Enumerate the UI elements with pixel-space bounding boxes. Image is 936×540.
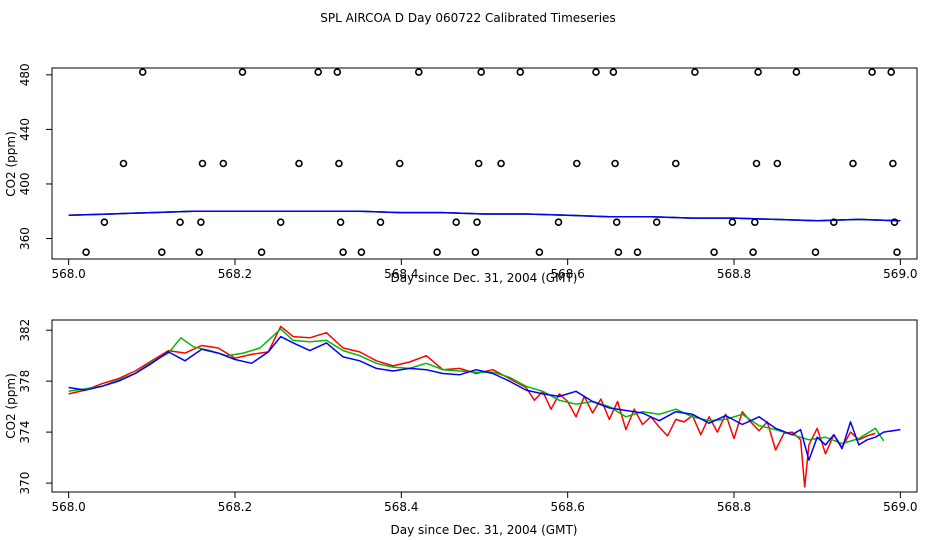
top-y-axis-title: CO2 (ppm) xyxy=(4,131,18,197)
top-scatter-point xyxy=(82,248,90,256)
top-scatter-point xyxy=(749,248,757,256)
top-scatter-point xyxy=(752,159,761,168)
top-scatter-point xyxy=(335,159,343,168)
top-scatter-point xyxy=(516,68,525,76)
top-scatter-point xyxy=(176,218,184,226)
top-scatter-point xyxy=(100,218,109,226)
top-scatter-point xyxy=(887,68,896,76)
bottom-y-tick-label: 374 xyxy=(18,421,32,444)
top-scatter-point xyxy=(158,248,166,256)
top-scatter-point xyxy=(609,68,618,76)
top-scatter-point xyxy=(671,159,680,168)
top-scatter-point xyxy=(257,248,266,256)
top-scatter-point xyxy=(554,218,563,226)
top-scatter-point xyxy=(728,218,737,226)
top-y-tick-label: 480 xyxy=(18,63,32,86)
top-scatter-point xyxy=(471,248,480,256)
top-scatter-point xyxy=(773,159,782,168)
bottom-x-tick-label: 568.2 xyxy=(218,500,252,514)
top-scatter-point xyxy=(336,218,345,226)
top-x-tick-label: 569.0 xyxy=(883,267,917,281)
top-scatter-point xyxy=(868,68,876,76)
top-scatter-point xyxy=(592,68,600,76)
bottom-x-tick-label: 569.0 xyxy=(883,500,917,514)
top-y-tick-label: 440 xyxy=(18,118,32,141)
top-scatter-point xyxy=(433,248,441,256)
bottom-series-red xyxy=(68,325,876,488)
top-x-tick-label: 568.8 xyxy=(717,267,751,281)
top-scatter-point xyxy=(710,248,718,256)
top-scatter-point xyxy=(198,159,207,168)
top-x-tick-label: 568.6 xyxy=(550,267,584,281)
top-scatter-point xyxy=(792,68,801,76)
top-x-tick-label: 568.4 xyxy=(384,267,418,281)
top-scatter-point xyxy=(333,68,342,76)
top-scatter-point xyxy=(197,218,205,226)
top-scatter-point xyxy=(138,68,147,76)
top-scatter-point xyxy=(276,218,285,226)
top-scatter-point xyxy=(477,68,486,76)
top-scatter-point xyxy=(395,159,404,168)
top-scatter-point xyxy=(357,248,366,256)
top-scatter-point xyxy=(295,159,303,168)
bottom-y-tick-label: 382 xyxy=(18,319,32,342)
top-scatter-point xyxy=(849,159,857,168)
bottom-panel-frame xyxy=(51,319,918,493)
bottom-y-axis-title: CO2 (ppm) xyxy=(4,373,18,439)
top-scatter-point xyxy=(893,248,901,256)
top-series-blue xyxy=(68,210,901,222)
bottom-x-tick-label: 568.0 xyxy=(51,500,85,514)
top-x-axis-title: Day since Dec. 31, 2004 (GMT) xyxy=(391,271,578,285)
top-scatter-point xyxy=(890,218,899,226)
bottom-x-tick-label: 568.6 xyxy=(550,500,584,514)
bottom-y-tick-label: 370 xyxy=(18,472,32,495)
top-x-tick-label: 568.2 xyxy=(218,267,252,281)
top-scatter-point xyxy=(474,159,483,168)
top-y-tick-label: 400 xyxy=(18,173,32,196)
top-scatter-point xyxy=(238,68,247,76)
top-scatter-point xyxy=(633,248,642,256)
top-scatter-point xyxy=(614,248,623,256)
bottom-marks: 568.0 568.2 568.4 568.6 568.8 569.0 370 374 378 3… xyxy=(18,319,918,514)
top-x-tick-label: 568.0 xyxy=(51,267,85,281)
bottom-x-tick-label: 568.8 xyxy=(717,500,751,514)
top-scatter-point xyxy=(314,68,323,76)
top-scatter-point xyxy=(473,218,481,226)
top-scatter-point xyxy=(611,159,619,168)
top-marks: 568.0 568.2 568.4 568.6 568.8 569.0 360 400 440 4… xyxy=(18,63,918,281)
top-scatter-point xyxy=(572,159,581,168)
bottom-series-blue xyxy=(68,335,901,461)
top-scatter-point xyxy=(119,159,128,168)
bottom-series-green xyxy=(68,328,885,445)
top-panel-frame xyxy=(51,67,918,260)
top-scatter-point xyxy=(219,159,228,168)
bottom-x-tick-label: 568.4 xyxy=(384,500,418,514)
top-scatter-point xyxy=(750,218,759,226)
top-scatter-point xyxy=(339,248,347,256)
top-scatter-point xyxy=(754,68,762,76)
top-y-tick-label: 360 xyxy=(18,227,32,250)
bottom-x-axis-title: Day since Dec. 31, 2004 (GMT) xyxy=(391,523,578,537)
chart-title: SPL AIRCOA D Day 060722 Calibrated Times… xyxy=(320,11,615,25)
top-scatter-point xyxy=(376,218,385,226)
top-scatter-point xyxy=(535,248,544,256)
top-scatter-point xyxy=(414,68,423,76)
top-scatter-point xyxy=(829,218,838,226)
bottom-panel-line: Day since Dec. 31, 2004 (GMT) CO2 (ppm) … xyxy=(4,319,918,537)
top-scatter-point xyxy=(195,248,203,256)
top-scatter-point xyxy=(889,159,897,168)
bottom-y-tick-label: 378 xyxy=(18,370,32,393)
top-scatter-point xyxy=(652,218,661,226)
top-scatter-point xyxy=(811,248,820,256)
top-scatter-point xyxy=(497,159,505,168)
top-panel-scatter: Day since Dec. 31, 2004 (GMT) CO2 (ppm) … xyxy=(4,63,918,285)
top-scatter-point xyxy=(691,68,699,76)
top-scatter-point xyxy=(612,218,621,226)
top-scatter-point xyxy=(452,218,461,226)
